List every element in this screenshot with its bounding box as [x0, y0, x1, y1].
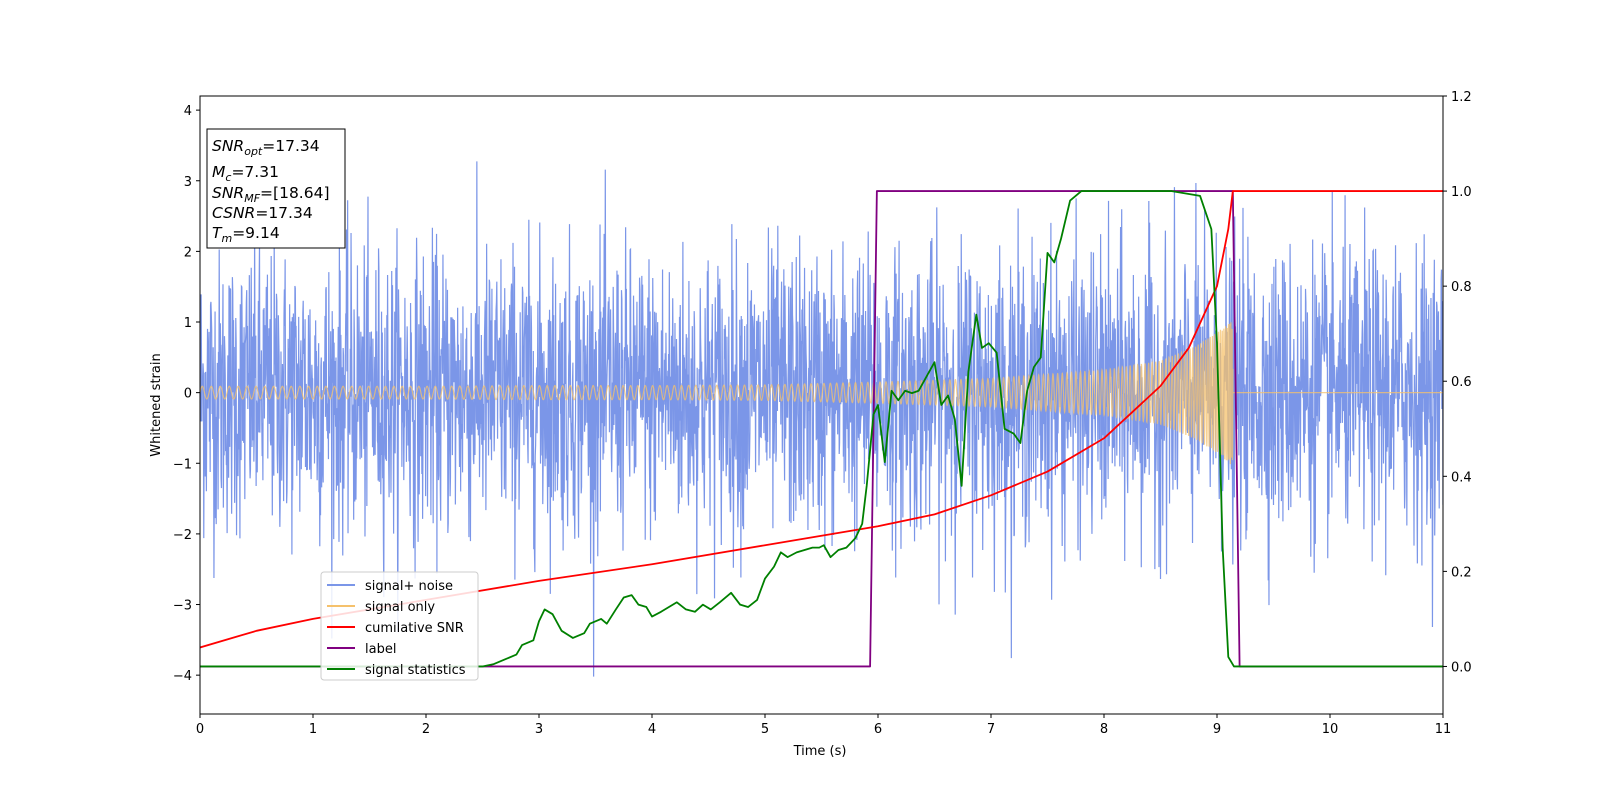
y2-tick-label: 0.4	[1451, 470, 1472, 485]
x-tick-label: 2	[422, 722, 430, 737]
y-tick-label: 3	[184, 175, 192, 190]
y2-tick-label: 0.6	[1451, 375, 1472, 390]
y-axis-label: Whitened strain	[149, 353, 164, 456]
y-tick-label: −2	[173, 528, 192, 543]
x-tick-label: 6	[874, 722, 882, 737]
x-axis-label: Time (s)	[793, 744, 847, 759]
plot-frame	[199, 95, 1444, 715]
x-tick-label: 5	[761, 722, 769, 737]
x-tick-label: 7	[987, 722, 995, 737]
info-snr-mf: SNRMF=[18.64]	[212, 184, 330, 205]
legend-label-cumilative-snr: cumilative SNR	[365, 621, 464, 636]
x-tick-label: 9	[1213, 722, 1221, 737]
y-tick-label: −1	[173, 457, 192, 472]
y-tick-label: 2	[184, 245, 192, 260]
info-box: SNRopt=17.34 Mc=7.31 SNRMF=[18.64] CSNR=…	[206, 128, 346, 249]
info-tm: Tm=9.14	[212, 224, 280, 245]
y2-tick-label: 0.2	[1451, 565, 1472, 580]
y-tick-label: 1	[184, 316, 192, 331]
series-signal-statistics-line	[200, 190, 1443, 668]
legend-label-signal-only: signal only	[365, 600, 435, 615]
series-signal-only-line	[200, 322, 1443, 465]
axes: 0 1 2 3 4 5 6 7 8 9 10 11 −4 −3 −2 −1 0 1 2 3 4 0.0 0.2 0.4 0.6 0…	[173, 90, 1472, 737]
x-tick-label: 11	[1435, 722, 1452, 737]
y-tick-label: −3	[173, 599, 192, 614]
y2-tick-label: 0.0	[1451, 660, 1472, 675]
y-tick-label: −4	[173, 669, 192, 684]
x-tick-label: 1	[309, 722, 317, 737]
legend-label-signal-noise: signal+ noise	[365, 579, 453, 594]
x-tick-label: 4	[648, 722, 656, 737]
legend-label-signal-statistics: signal statistics	[365, 663, 466, 678]
y2-tick-label: 1.0	[1451, 185, 1472, 200]
legend: signal+ noise signal only cumilative SNR la…	[320, 571, 479, 681]
y-tick-label: 0	[184, 387, 192, 402]
x-tick-label: 8	[1100, 722, 1108, 737]
x-tick-label: 10	[1322, 722, 1339, 737]
x-tick-label: 0	[196, 722, 204, 737]
legend-frame	[320, 571, 479, 681]
info-csnr: CSNR=17.34	[212, 204, 313, 222]
y-tick-label: 4	[184, 104, 192, 119]
y2-tick-label: 1.2	[1451, 90, 1472, 105]
legend-label-label: label	[365, 642, 396, 657]
info-snr-opt: SNRopt=17.34	[212, 137, 320, 158]
y2-tick-label: 0.8	[1451, 280, 1472, 295]
x-tick-label: 3	[535, 722, 543, 737]
info-mc: Mc=7.31	[212, 163, 279, 184]
